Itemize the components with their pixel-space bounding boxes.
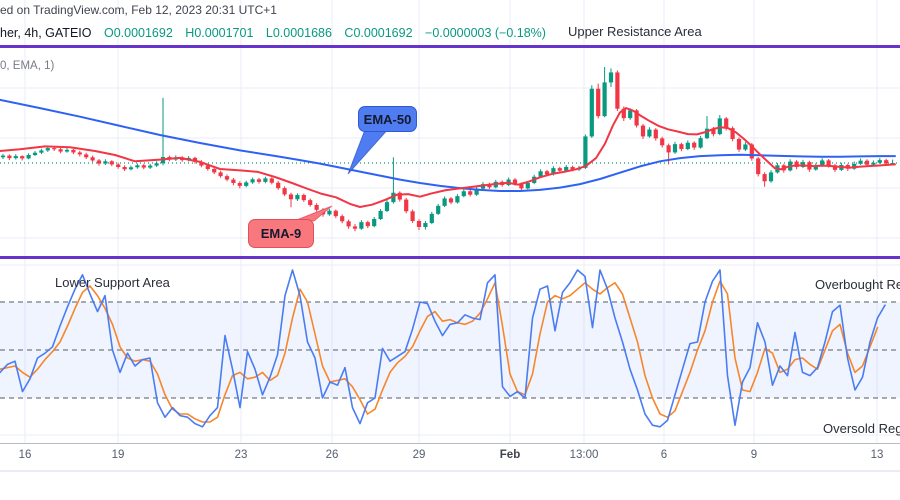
time-axis-label: 13 [870,449,884,461]
time-axis-label: 6 [660,449,668,461]
time-axis-label: 29 [412,449,426,461]
low-value: 0.0001686 [272,26,332,40]
ema9-callout[interactable]: EMA-9 [248,219,314,248]
symbol-ohlc-row: her, 4h, GATEIO O0.0001692 H0.0001701 L0… [0,26,546,40]
open-label: O [103,26,114,40]
time-axis-label: Feb [499,449,521,461]
high-value: 0.0001701 [194,26,254,40]
credit-text: ed on TradingView.com, Feb 12, 2023 20:3… [0,3,277,17]
upper-resistance-label[interactable]: Upper Resistance Area [568,24,702,39]
overbought-region-label[interactable]: Overbought Region [815,277,900,292]
ema50-callout[interactable]: EMA-50 [358,106,417,132]
indicator-legend: 0, EMA, 1) [0,60,55,72]
change-value: −0.0000003 (−0.18%) [425,26,546,40]
oversold-region-label[interactable]: Oversold Region [823,421,900,436]
open-value: 0.0001692 [113,26,173,40]
time-axis-label: 16 [18,449,32,461]
time-axis-label: 9 [750,449,758,461]
high-label: H [185,26,195,40]
close-label: C [344,26,354,40]
time-axis-label: 23 [234,449,248,461]
symbol-text: her, 4h, GATEIO [0,26,92,40]
time-axis-label: 19 [111,449,125,461]
close-value: 0.0001692 [353,26,413,40]
low-label: L [265,26,273,40]
time-axis-label: 13:00 [569,449,599,461]
time-axis[interactable]: 16 19 23 26 29 Feb 13:00 6 9 13 [0,444,900,470]
time-axis-label: 26 [325,449,339,461]
lower-support-label[interactable]: Lower Support Area [55,275,170,290]
